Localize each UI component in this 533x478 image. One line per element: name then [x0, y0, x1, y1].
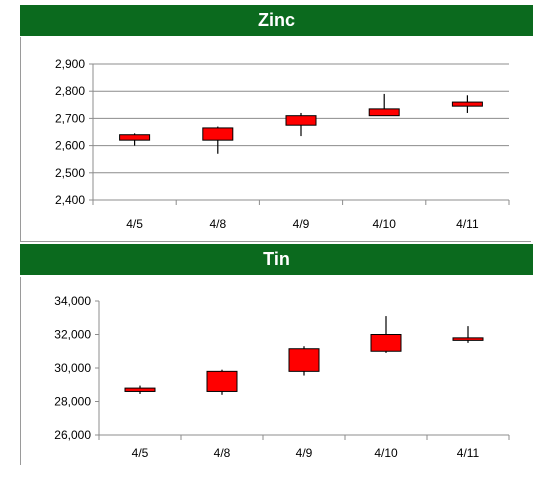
candle-body: [368, 108, 400, 117]
x-tick-label: 4/11: [457, 446, 480, 460]
tin-chart-title: Tin: [20, 244, 533, 275]
candle-body: [370, 334, 402, 352]
candle-body: [285, 115, 317, 126]
candle-body: [124, 387, 156, 392]
candle-body: [202, 127, 234, 141]
x-tick-label: 4/9: [293, 217, 310, 231]
zinc-chart-title: Zinc: [20, 5, 533, 36]
x-tick-label: 4/10: [373, 217, 397, 231]
x-tick-label: 4/11: [456, 217, 479, 231]
x-tick-label: 4/8: [209, 217, 226, 231]
tin-candlestick-chart: 26,000 28,000 30,000 32,000 34,000 4/5 4/8 4/9 4…: [54, 294, 510, 460]
candle-body: [119, 134, 151, 141]
x-tick-label: 4/5: [126, 217, 143, 231]
x-tick-label: 4/10: [374, 446, 398, 460]
x-tick-label: 4/8: [214, 446, 231, 460]
x-tick-label: 4/5: [132, 446, 149, 460]
candle-body: [452, 337, 484, 341]
y-tick-label: 2,700: [55, 111, 85, 125]
y-tick-label: 32,000: [54, 328, 91, 342]
zinc-candlestick-chart: 2,400 2,500 2,600 2,700 2,800 2,900 4/5 4/8 4/9 4…: [55, 57, 510, 231]
x-tick-label: 4/9: [296, 446, 313, 460]
candle-body: [288, 348, 320, 372]
y-tick-label: 2,900: [55, 57, 85, 71]
candle-body: [451, 101, 483, 107]
y-tick-label: 2,400: [55, 193, 85, 207]
y-tick-label: 30,000: [54, 361, 91, 375]
y-tick-label: 28,000: [54, 395, 91, 409]
y-tick-label: 2,800: [55, 84, 85, 98]
y-tick-label: 26,000: [54, 428, 91, 442]
y-tick-label: 2,500: [55, 166, 85, 180]
y-tick-label: 34,000: [54, 294, 91, 308]
y-tick-label: 2,600: [55, 139, 85, 153]
zinc-chart-frame: 2,400 2,500 2,600 2,700 2,800 2,900 4/5 4/8 4/9 4…: [20, 37, 531, 242]
candle-body: [206, 370, 238, 392]
tin-chart-frame: 26,000 28,000 30,000 32,000 34,000 4/5 4/8 4/9 4…: [20, 277, 531, 465]
